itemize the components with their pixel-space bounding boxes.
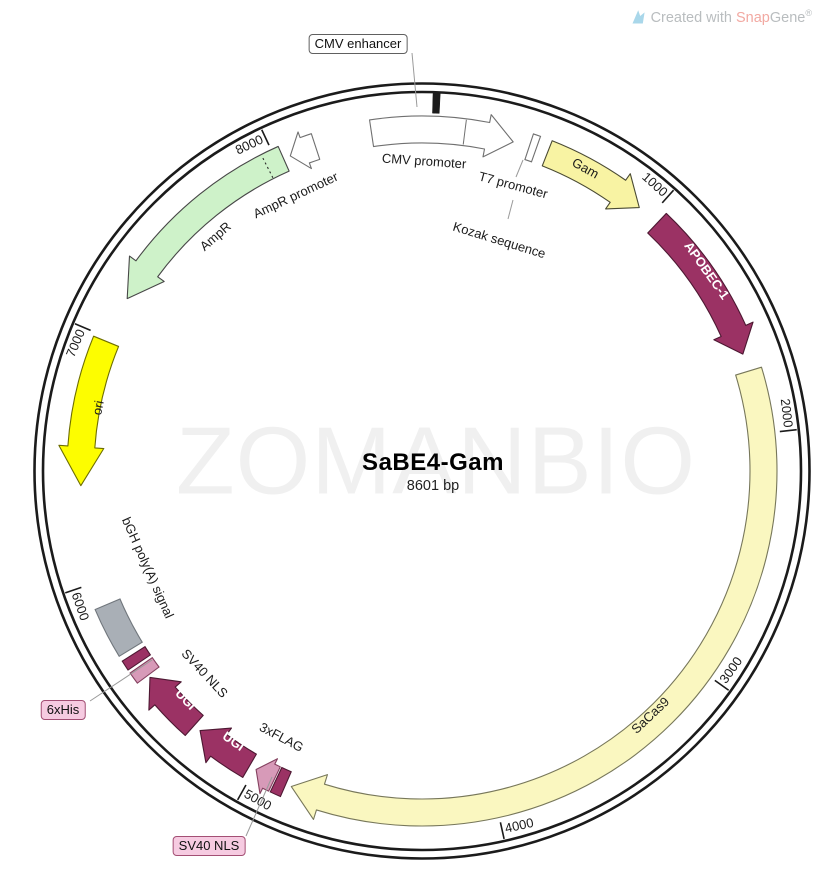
- feature-ori-14-label: ori: [89, 399, 107, 416]
- tick-label-7000: 7000: [63, 327, 88, 359]
- feature-ampr-15[interactable]: [126, 145, 290, 300]
- attribution-gene: Gene: [769, 9, 806, 26]
- tick-mark-3000: [714, 679, 730, 691]
- tick-mark-4000: [499, 822, 505, 840]
- feature-bgh-poly-a-signal-13-label: bGH poly(A) signal: [119, 515, 177, 621]
- feature-6xhis-12-leader-line: [89, 659, 153, 702]
- feature-kozak-sequence-3-leader-line: [507, 199, 514, 220]
- feature-apobec-1-5[interactable]: [647, 212, 754, 355]
- feature-cmv-promoter-1-separator: [462, 119, 467, 145]
- tick-mark-8000: [261, 129, 270, 146]
- tick-mark-5000: [236, 784, 247, 801]
- feature-t7-promoter-2-leader-line: [515, 159, 524, 178]
- feature-cmv-promoter-1[interactable]: [369, 114, 514, 158]
- snapgene-attribution: Created with SnapGene®: [631, 8, 812, 26]
- feature-kozak-sequence-3-label: Kozak sequence: [451, 219, 547, 261]
- feature-gam-4[interactable]: [541, 140, 640, 210]
- feature-cmv-enhancer-0-leader-line: [411, 52, 418, 108]
- feature-sv40-nls-11[interactable]: [129, 656, 160, 684]
- feature-t7-promoter-2-label: T7 promoter: [477, 169, 550, 202]
- feature-sacas9-6[interactable]: [290, 366, 778, 827]
- plasmid-backbone-inner-ring: [41, 90, 803, 852]
- attribution-text: Created with SnapGene®: [651, 8, 812, 26]
- feature-6xhis-12-boxed-label[interactable]: 6xHis: [40, 700, 86, 720]
- tick-mark-6000: [64, 586, 82, 594]
- tick-mark-1000: [661, 189, 675, 204]
- feature-ori-14[interactable]: [58, 335, 120, 487]
- feature-sv40-nls-8-boxed-label[interactable]: SV40 NLS: [172, 836, 246, 856]
- tick-label-4000: 4000: [503, 815, 534, 836]
- feature-bgh-poly-a-signal-13[interactable]: [94, 598, 143, 658]
- tick-label-1000: 1000: [639, 169, 671, 199]
- plasmid-title-block: SaBE4-Gam 8601 bp: [362, 449, 504, 494]
- feature-cmv-enhancer-0[interactable]: [432, 92, 441, 114]
- plasmid-size: 8601 bp: [406, 478, 460, 494]
- attribution-snap: Snap: [736, 9, 770, 26]
- feature-3xflag-7[interactable]: [269, 766, 292, 798]
- feature-ugi-9[interactable]: [199, 727, 257, 778]
- feature-ugi-10[interactable]: [148, 676, 204, 737]
- plasmid-name: SaBE4-Gam: [362, 449, 504, 476]
- feature-cmv-promoter-1-label: CMV promoter: [381, 151, 467, 172]
- feature-t7-promoter-2[interactable]: [524, 133, 542, 163]
- plasmid-backbone-outer-ring: [33, 82, 811, 860]
- feature-sv40-nls-8-leader-line: [245, 776, 273, 837]
- watermark: ZOMANBIO: [175, 407, 697, 515]
- feature-6xhis-12[interactable]: [121, 645, 152, 671]
- feature-ampr-15-dotted-separator: [261, 155, 274, 178]
- tick-label-8000: 8000: [233, 132, 266, 158]
- snapgene-logo-icon: [632, 10, 645, 24]
- feature-ampr-promoter-16[interactable]: [289, 131, 321, 170]
- tick-label-2000: 2000: [778, 398, 796, 428]
- feature-cmv-enhancer-0-boxed-label[interactable]: CMV enhancer: [308, 34, 408, 54]
- tick-mark-2000: [779, 428, 797, 433]
- feature-3xflag-7-label: 3xFLAG: [257, 719, 306, 755]
- attribution-registered: ®: [805, 8, 812, 18]
- tick-mark-7000: [74, 323, 91, 332]
- attribution-created-with: Created with: [650, 9, 736, 26]
